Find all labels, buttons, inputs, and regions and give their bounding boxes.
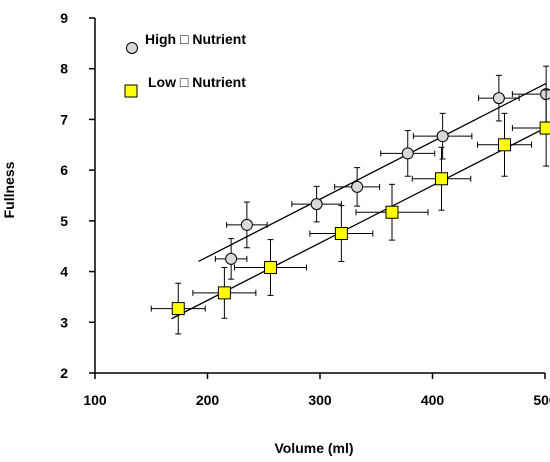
y-tick-label: 6 [60, 162, 68, 178]
data-point [478, 74, 520, 122]
data-point [411, 146, 472, 211]
plot-area [150, 65, 550, 335]
square-marker [171, 302, 185, 316]
square-marker [435, 172, 448, 186]
axes [94, 18, 545, 374]
data-point [309, 205, 374, 262]
x-tick-label: 200 [196, 392, 220, 408]
legend-square-marker [124, 84, 138, 98]
data-point [355, 183, 429, 241]
y-axis-title: Fullness [1, 161, 17, 218]
square-marker [217, 286, 231, 300]
y-tick-label: 7 [60, 111, 68, 127]
legend-circle-marker [126, 42, 138, 54]
circle-marker [401, 147, 414, 160]
x-tick-label: 300 [308, 392, 332, 408]
square-marker [385, 205, 399, 219]
square-marker [498, 138, 511, 152]
y-tick-label: 3 [60, 314, 68, 330]
data-point [214, 238, 248, 280]
circle-marker [492, 92, 505, 105]
fit-line [198, 82, 547, 263]
data-point [477, 112, 532, 177]
y-tick-label: 5 [60, 213, 68, 229]
data-point [511, 89, 550, 167]
data-point [412, 112, 473, 160]
square-marker [264, 261, 277, 275]
y-tick-label: 8 [60, 61, 68, 77]
data-point [192, 267, 257, 319]
y-tick-label: 4 [60, 264, 68, 280]
data-point [150, 282, 206, 335]
circle-marker [310, 198, 323, 211]
circle-marker [240, 218, 253, 231]
square-marker [539, 121, 550, 135]
circle-marker [225, 252, 238, 265]
legend-label: Low □ Nutrient [148, 74, 246, 90]
x-axis-title: Volume (ml) [274, 440, 353, 456]
x-tick-label: 400 [421, 392, 445, 408]
data-point [511, 65, 550, 123]
legend: High □ Nutrient Low □ Nutrient [124, 31, 246, 98]
data-point [291, 185, 342, 223]
square-marker [334, 227, 348, 241]
x-tick-label: 100 [83, 392, 107, 408]
fit-line [171, 126, 547, 320]
data-point [234, 239, 307, 296]
legend-label: High □ Nutrient [145, 31, 246, 47]
data-point [226, 201, 268, 249]
x-tick-label: 500 [533, 392, 550, 408]
y-tick-label: 2 [60, 365, 68, 381]
data-point [334, 167, 381, 207]
ticks: 100 200 300 400 500 2 3 4 5 6 7 8 9 [60, 10, 550, 408]
circle-marker [436, 130, 449, 143]
data-point [380, 130, 436, 177]
y-tick-label: 9 [60, 10, 68, 26]
circle-marker [351, 180, 364, 193]
